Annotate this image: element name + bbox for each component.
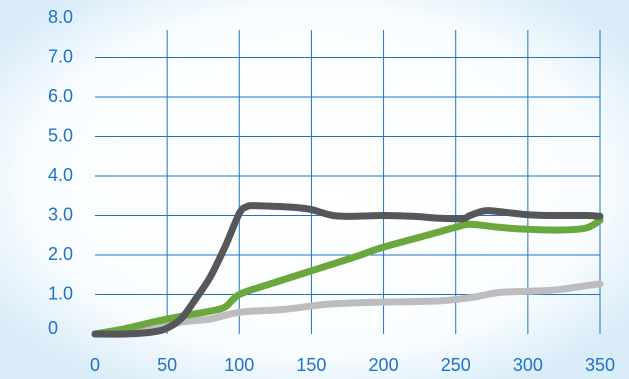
y-tick-label: 8.0 bbox=[48, 7, 73, 27]
x-tick-label: 200 bbox=[369, 355, 399, 375]
y-tick-label: 5.0 bbox=[48, 125, 73, 145]
x-tick-label: 50 bbox=[157, 355, 177, 375]
x-tick-label: 250 bbox=[441, 355, 471, 375]
y-tick-label: 0 bbox=[48, 318, 58, 338]
x-tick-label: 300 bbox=[513, 355, 543, 375]
y-tick-label: 1.0 bbox=[48, 283, 73, 303]
x-tick-label: 150 bbox=[296, 355, 326, 375]
y-tick-label: 6.0 bbox=[48, 86, 73, 106]
x-tick-label: 350 bbox=[585, 355, 615, 375]
series-line-3 bbox=[91, 202, 604, 338]
y-tick-label: 7.0 bbox=[48, 46, 73, 66]
y-tick-label: 3.0 bbox=[48, 204, 73, 224]
y-tick-label: 4.0 bbox=[48, 165, 73, 185]
y-axis-ticks: 0 1.0 2.0 3.0 4.0 5.0 6.0 7.0 8.0 bbox=[48, 7, 73, 338]
x-axis-ticks: 0 50 100 150 200 250 300 350 bbox=[90, 355, 615, 375]
y-tick-label: 2.0 bbox=[48, 244, 73, 264]
x-tick-label: 0 bbox=[90, 355, 100, 375]
series-group bbox=[91, 202, 604, 338]
x-tick-label: 100 bbox=[224, 355, 254, 375]
